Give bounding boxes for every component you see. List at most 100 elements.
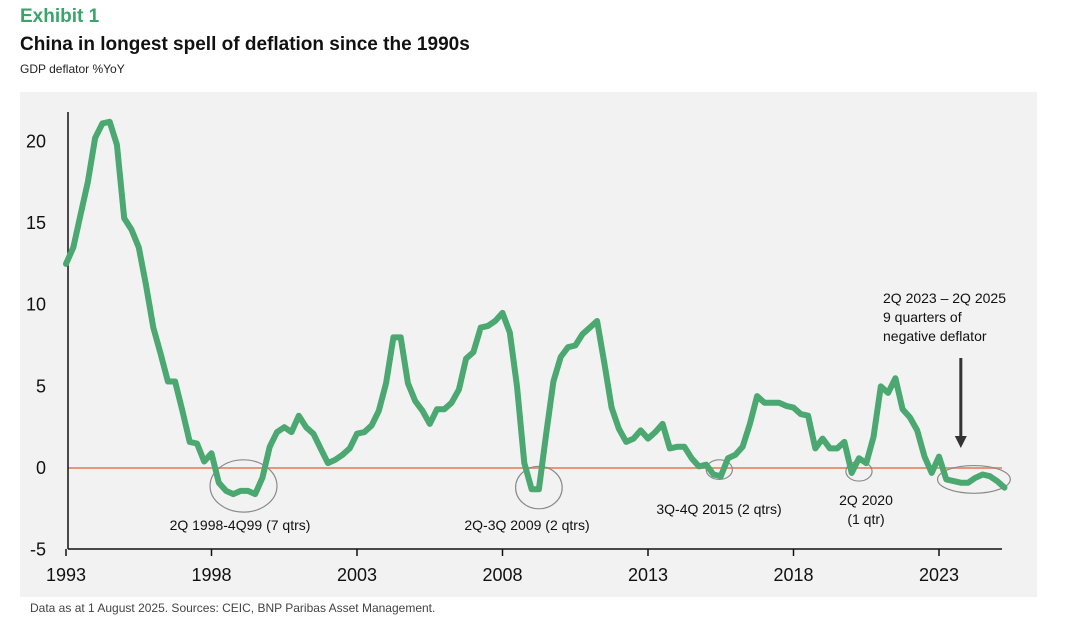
data-point	[85, 180, 90, 185]
data-point	[740, 444, 745, 449]
data-point	[827, 446, 832, 451]
data-point	[776, 400, 781, 405]
data-point	[180, 408, 185, 413]
data-point	[456, 387, 461, 392]
exhibit-label: Exhibit 1	[20, 6, 100, 27]
plot-panel	[20, 92, 1037, 597]
data-point	[376, 408, 381, 413]
data-point	[355, 431, 359, 436]
data-point	[689, 456, 694, 461]
annotations	[209, 459, 1011, 513]
y-tick-label: 5	[36, 376, 46, 396]
data-point	[296, 413, 301, 418]
data-point	[304, 425, 309, 430]
data-point	[638, 428, 643, 433]
data-point	[609, 405, 614, 410]
data-point	[995, 479, 1000, 484]
data-point	[369, 423, 374, 428]
data-point	[558, 354, 563, 359]
data-point	[194, 441, 199, 446]
data-point	[696, 464, 701, 469]
annotation-label: 2Q 1998-4Q99 (7 qtrs)	[170, 517, 311, 533]
annotation-labels: 2Q 1998-4Q99 (7 qtrs) 2Q-3Q 2009 (2 qtrs)…	[170, 290, 1007, 533]
data-point	[71, 245, 76, 250]
data-point	[653, 430, 658, 435]
data-point	[842, 439, 847, 444]
data-point	[871, 434, 876, 439]
data-point	[515, 384, 520, 389]
data-point	[798, 412, 803, 417]
source-note: Data as at 1 August 2025. Sources: CEIC,…	[30, 601, 436, 615]
data-point	[427, 421, 432, 426]
data-point	[93, 136, 98, 141]
data-point	[136, 245, 141, 250]
data-point	[878, 384, 883, 389]
data-point	[820, 436, 825, 441]
data-point	[282, 425, 287, 430]
data-point	[616, 426, 621, 431]
x-tick-label: 2003	[337, 565, 377, 585]
data-point	[449, 400, 454, 405]
y-tick-label: 0	[36, 458, 46, 478]
data-point	[173, 379, 178, 384]
data-point	[595, 319, 600, 324]
data-point	[347, 446, 352, 451]
data-point	[835, 446, 840, 451]
data-point	[500, 310, 505, 315]
data-point	[471, 350, 476, 355]
data-point	[202, 459, 207, 464]
x-tick-label: 2018	[773, 565, 813, 585]
data-point	[733, 452, 738, 457]
data-point	[209, 451, 214, 456]
data-point	[922, 454, 927, 459]
y-tick-label: -5	[30, 540, 46, 560]
data-point	[64, 261, 68, 266]
data-point	[318, 446, 323, 451]
data-point	[544, 431, 549, 436]
data-point	[340, 452, 345, 457]
data-point	[573, 343, 578, 348]
data-point	[129, 227, 134, 232]
data-point	[987, 474, 992, 479]
data-point	[529, 487, 534, 492]
annotation-ellipse	[514, 465, 563, 510]
data-point	[631, 436, 636, 441]
data-point	[267, 444, 272, 449]
data-point	[122, 216, 127, 221]
data-point	[442, 407, 447, 412]
data-point	[929, 470, 934, 475]
data-point	[253, 492, 258, 497]
y-axis-ticks: -5 0 5 10 15 20	[26, 131, 46, 559]
data-point	[667, 446, 672, 451]
data-point	[78, 212, 83, 217]
data-point	[718, 474, 723, 479]
y-tick-label: 15	[26, 213, 46, 233]
annotation-label: 2Q-3Q 2009 (2 qtrs)	[464, 517, 589, 533]
data-point	[762, 400, 767, 405]
annotation-label: 3Q-4Q 2015 (2 qtrs)	[656, 501, 781, 517]
annotation-label: 2Q 2023 – 2Q 2025	[883, 290, 1006, 306]
data-point	[238, 488, 243, 493]
data-point	[937, 454, 941, 459]
data-points	[64, 119, 1007, 497]
data-point	[602, 361, 607, 366]
data-point	[507, 330, 512, 335]
data-point	[864, 461, 869, 466]
data-point	[646, 436, 650, 441]
data-point	[806, 413, 811, 418]
data-point	[551, 379, 556, 384]
data-point	[478, 325, 483, 330]
data-point	[187, 439, 192, 444]
annotation-label: negative deflator	[883, 328, 987, 344]
data-point	[114, 142, 119, 147]
data-point	[893, 376, 898, 381]
data-point	[951, 479, 956, 484]
data-point	[675, 444, 680, 449]
data-point	[100, 121, 105, 126]
y-tick-label: 20	[26, 131, 46, 151]
chart-title: China in longest spell of deflation sinc…	[20, 34, 470, 55]
data-point	[398, 335, 403, 340]
data-point	[726, 456, 731, 461]
data-point	[711, 472, 716, 477]
data-point	[966, 480, 971, 485]
